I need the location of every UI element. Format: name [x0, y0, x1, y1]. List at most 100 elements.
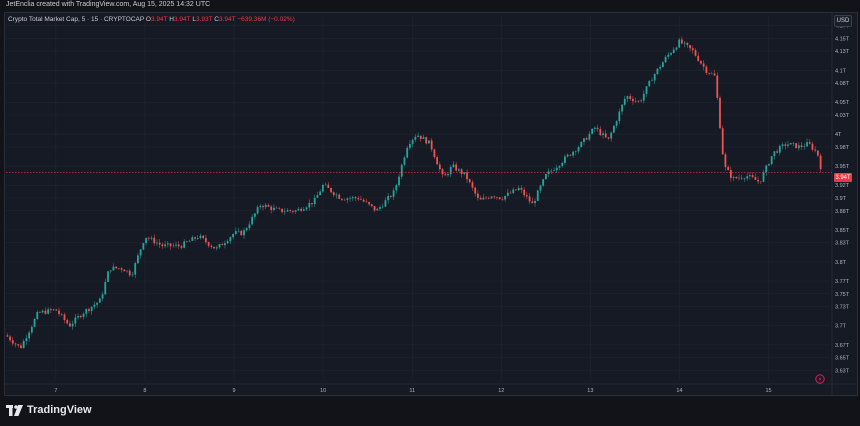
- candle-body: [98, 298, 101, 303]
- candle-body: [14, 343, 17, 345]
- candle-body: [305, 207, 308, 210]
- candle-body: [770, 156, 773, 165]
- candle-body: [721, 128, 724, 155]
- candle-body: [302, 209, 305, 211]
- candle-body: [109, 270, 112, 272]
- candle-body: [346, 198, 349, 200]
- candle-body: [115, 266, 118, 269]
- currency-selector[interactable]: USD: [834, 15, 852, 27]
- candle-body: [172, 245, 175, 247]
- attribution-bar: JetEnclia created with TradingView.com, …: [0, 0, 860, 12]
- candle-body: [656, 68, 659, 74]
- time-tick-label: 13: [587, 388, 593, 394]
- candle-body: [817, 150, 819, 156]
- candle-body: [629, 96, 632, 99]
- candle-body: [191, 237, 194, 241]
- candle-body: [474, 187, 477, 194]
- candle-body: [795, 143, 798, 149]
- price-axis[interactable]: 4.17T4.15T4.13T4.1T4.08T4.05T4.03T4T3.98…: [835, 24, 850, 375]
- candle-body: [101, 294, 104, 299]
- candle-body: [166, 243, 169, 245]
- candle-body: [183, 241, 186, 248]
- close-value: 3.94T: [218, 16, 236, 23]
- candle-body: [414, 136, 417, 140]
- candle-body: [689, 45, 691, 49]
- candle-body: [85, 309, 88, 314]
- close-label: C: [214, 16, 219, 23]
- candle-body: [444, 174, 447, 176]
- chart-pane[interactable]: [4, 12, 858, 396]
- candle-body: [452, 164, 455, 168]
- price-tick-label: 3.63T: [835, 368, 850, 374]
- candle-body: [180, 246, 183, 248]
- candle-body: [422, 137, 425, 139]
- candle-body: [294, 210, 297, 212]
- candle-body: [555, 167, 558, 171]
- candlestick-chart[interactable]: 4.17T4.15T4.13T4.1T4.08T4.05T4.03T4T3.98…: [4, 12, 858, 396]
- candle-body: [63, 314, 66, 321]
- candle-body: [596, 127, 599, 130]
- candle-body: [199, 235, 202, 239]
- candle-body: [702, 63, 705, 67]
- candle-body: [321, 185, 324, 192]
- candle-body: [534, 200, 536, 204]
- candle-body: [447, 174, 449, 176]
- candle-body: [749, 175, 751, 177]
- candle-body: [55, 309, 58, 311]
- time-tick-label: 15: [765, 388, 771, 394]
- candle-body: [185, 241, 188, 243]
- candle-body: [332, 192, 335, 196]
- candle-body: [797, 145, 800, 149]
- candle-body: [400, 164, 403, 177]
- candle-body: [765, 165, 768, 173]
- candle-body: [710, 73, 713, 75]
- candle-body: [22, 341, 25, 349]
- candle-body: [28, 332, 31, 339]
- tradingview-logo-icon: [6, 404, 23, 416]
- high-value: 3.94T: [173, 16, 191, 23]
- candle-body: [561, 162, 564, 166]
- candle-body: [327, 184, 330, 189]
- candle-body: [778, 145, 781, 153]
- candle-body: [234, 231, 237, 234]
- candle-body: [593, 127, 596, 129]
- candle-body: [449, 167, 452, 175]
- low-value: 3.93T: [195, 16, 213, 23]
- candle-body: [588, 133, 591, 140]
- candle-body: [218, 244, 221, 248]
- candle-body: [365, 201, 368, 203]
- candle-body: [20, 345, 22, 349]
- price-tick-label: 3.67T: [835, 343, 850, 349]
- candle-body: [463, 172, 466, 175]
- candle-body: [438, 164, 441, 170]
- candle-body: [460, 169, 463, 175]
- candle-body: [792, 142, 795, 144]
- candle-body: [762, 172, 765, 182]
- candle-body: [373, 206, 376, 211]
- candle-body: [719, 97, 721, 129]
- candle-body: [226, 241, 229, 244]
- candle-body: [11, 340, 14, 344]
- candle-body: [308, 202, 311, 208]
- open-label: O: [145, 16, 151, 23]
- time-axis[interactable]: 7 8 9 10 11 12 13 14 15: [54, 388, 771, 394]
- candle-body: [387, 195, 390, 201]
- candle-body: [536, 190, 539, 201]
- candle-body: [66, 320, 69, 324]
- candle-body: [477, 193, 479, 198]
- candle-body: [417, 135, 419, 137]
- candle-body: [330, 188, 332, 193]
- change-value: −639.36M (−0.02%): [237, 16, 295, 23]
- candle-body: [808, 142, 811, 144]
- candle-body: [613, 125, 615, 133]
- price-tick-label: 4.15T: [835, 36, 850, 42]
- lightning-icon[interactable]: [815, 374, 825, 384]
- candle-body: [343, 199, 346, 201]
- candle-body: [520, 187, 523, 190]
- candle-body: [17, 344, 20, 346]
- candle-body: [147, 237, 150, 239]
- candle-body: [509, 192, 512, 194]
- candle-body: [381, 206, 384, 208]
- tradingview-logo[interactable]: TradingView: [6, 404, 92, 416]
- candle-body: [49, 309, 52, 311]
